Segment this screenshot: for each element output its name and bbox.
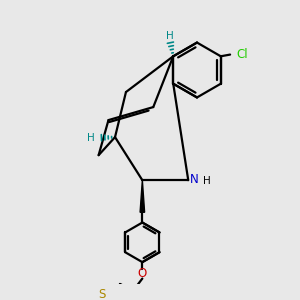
Text: H: H xyxy=(203,176,211,186)
Text: N: N xyxy=(190,173,198,186)
Text: S: S xyxy=(99,288,106,300)
Text: H: H xyxy=(88,133,95,143)
Text: Cl: Cl xyxy=(237,48,248,61)
Text: H: H xyxy=(166,32,174,41)
Text: O: O xyxy=(138,267,147,280)
Polygon shape xyxy=(140,180,145,212)
